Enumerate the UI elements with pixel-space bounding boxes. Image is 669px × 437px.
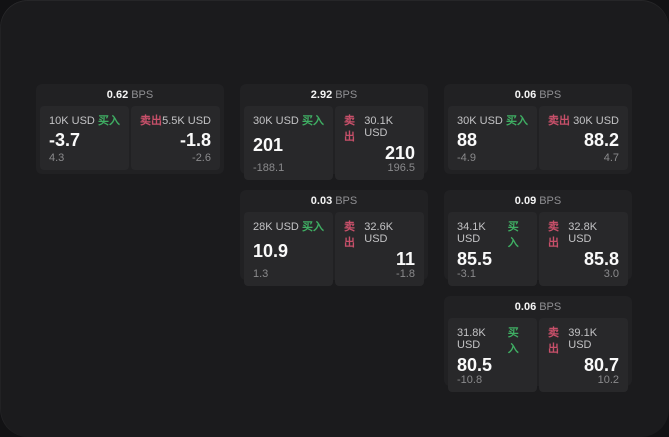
- buy-side-label: 买入: [302, 115, 324, 127]
- sell-price: 85.8: [583, 249, 619, 269]
- sell-side-label: 卖出: [548, 221, 559, 249]
- buy-panel[interactable]: 10K USD 买入 -3.7 4.3: [40, 106, 129, 170]
- bps-unit-label: BPS: [335, 89, 358, 101]
- buy-notional: 30K USD: [457, 115, 503, 127]
- bps-value: 2.92: [310, 89, 333, 101]
- buy-panel[interactable]: 30K USD 买入 201 -188.1: [244, 106, 333, 180]
- bps-header: 0.03 BPS: [244, 190, 424, 212]
- bps-value: 0.06: [514, 89, 537, 101]
- bps-value: 0.03: [310, 195, 333, 207]
- buy-notional: 28K USD: [253, 221, 299, 233]
- quote-card: 0.06 BPS 31.8K USD 买入 80.5 -10.8 卖出 39.1K…: [444, 296, 632, 392]
- buy-panel[interactable]: 28K USD 买入 10.9 1.3: [244, 212, 333, 286]
- bps-value: 0.06: [514, 301, 537, 313]
- sell-notional: 32.8K USD: [568, 221, 598, 245]
- sell-delta: -1.8: [396, 268, 415, 280]
- buy-panel[interactable]: 30K USD 买入 88 -4.9: [448, 106, 537, 170]
- buy-price: 10.9: [253, 241, 289, 261]
- sell-panel[interactable]: 卖出 30.1K USD 210 196.5: [335, 106, 424, 180]
- bps-header: 0.09 BPS: [448, 190, 628, 212]
- bps-value: 0.62: [106, 89, 129, 101]
- sell-notional: 39.1K USD: [568, 327, 598, 351]
- sell-side-label: 卖出: [344, 115, 355, 143]
- buy-delta: 1.3: [253, 268, 269, 280]
- bps-header: 0.06 BPS: [448, 84, 628, 106]
- bps-unit-label: BPS: [539, 195, 562, 207]
- sell-side-label: 卖出: [548, 327, 559, 355]
- buy-panel[interactable]: 34.1K USD 买入 85.5 -3.1: [448, 212, 537, 286]
- buy-side-label: 买入: [302, 221, 324, 233]
- sell-price: 80.7: [583, 355, 619, 375]
- buy-delta: -188.1: [253, 162, 285, 174]
- bps-unit-label: BPS: [131, 89, 154, 101]
- bps-header: 0.62 BPS: [40, 84, 220, 106]
- bps-value: 0.09: [514, 195, 537, 207]
- quote-card: 0.06 BPS 30K USD 买入 88 -4.9 卖出 30K USD: [444, 84, 632, 174]
- buy-price: -3.7: [49, 130, 81, 150]
- quote-board: 0.62 BPS 10K USD 买入 -3.7 4.3 卖出 5.5K USD: [36, 84, 632, 392]
- sell-delta: 196.5: [387, 162, 415, 174]
- sell-delta: 3.0: [603, 268, 619, 280]
- quote-card: 0.03 BPS 28K USD 买入 10.9 1.3 卖出 32.6K USD: [240, 190, 428, 286]
- buy-notional: 34.1K USD: [457, 221, 486, 245]
- sell-delta: -2.6: [192, 152, 211, 164]
- sell-notional: 32.6K USD: [364, 221, 394, 245]
- quote-card: 0.62 BPS 10K USD 买入 -3.7 4.3 卖出 5.5K USD: [36, 84, 224, 174]
- quote-card: 2.92 BPS 30K USD 买入 201 -188.1 卖出 30.1K U…: [240, 84, 428, 180]
- sell-panel[interactable]: 卖出 32.8K USD 85.8 3.0: [539, 212, 628, 286]
- buy-side-label: 买入: [506, 115, 528, 127]
- sell-panel[interactable]: 卖出 5.5K USD -1.8 -2.6: [131, 106, 220, 170]
- bps-header: 0.06 BPS: [448, 296, 628, 318]
- sell-side-label: 卖出: [548, 115, 570, 127]
- buy-side-label: 买入: [98, 115, 120, 127]
- sell-price: 210: [384, 143, 415, 163]
- sell-delta: 10.2: [597, 374, 619, 386]
- buy-notional: 31.8K USD: [457, 327, 486, 351]
- sell-panel[interactable]: 卖出 30K USD 88.2 4.7: [539, 106, 628, 170]
- buy-delta: -10.8: [457, 374, 483, 386]
- buy-notional: 30K USD: [253, 115, 299, 127]
- bps-header: 2.92 BPS: [244, 84, 424, 106]
- sell-price: 88.2: [583, 130, 619, 150]
- sell-notional: 30K USD: [573, 115, 619, 127]
- sell-side-label: 卖出: [344, 221, 355, 249]
- sell-price: -1.8: [179, 130, 211, 150]
- sell-notional: 5.5K USD: [162, 115, 211, 127]
- sell-notional: 30.1K USD: [364, 115, 394, 139]
- bps-unit-label: BPS: [335, 195, 358, 207]
- buy-notional: 10K USD: [49, 115, 95, 127]
- buy-price: 88: [457, 130, 478, 150]
- buy-delta: -3.1: [457, 268, 476, 280]
- sell-side-label: 卖出: [140, 115, 162, 127]
- buy-side-label: 买入: [507, 221, 519, 249]
- bps-unit-label: BPS: [539, 89, 562, 101]
- buy-delta: -4.9: [457, 152, 476, 164]
- buy-panel[interactable]: 31.8K USD 买入 80.5 -10.8: [448, 318, 537, 392]
- buy-price: 80.5: [457, 355, 493, 375]
- quote-card: 0.09 BPS 34.1K USD 买入 85.5 -3.1 卖出 32.8K …: [444, 190, 632, 286]
- sell-panel[interactable]: 卖出 39.1K USD 80.7 10.2: [539, 318, 628, 392]
- buy-price: 201: [253, 135, 284, 155]
- buy-delta: 4.3: [49, 152, 65, 164]
- buy-price: 85.5: [457, 249, 493, 269]
- sell-price: 11: [395, 249, 415, 269]
- sell-delta: 4.7: [603, 152, 619, 164]
- bps-unit-label: BPS: [539, 301, 562, 313]
- buy-side-label: 买入: [507, 327, 519, 355]
- sell-panel[interactable]: 卖出 32.6K USD 11 -1.8: [335, 212, 424, 286]
